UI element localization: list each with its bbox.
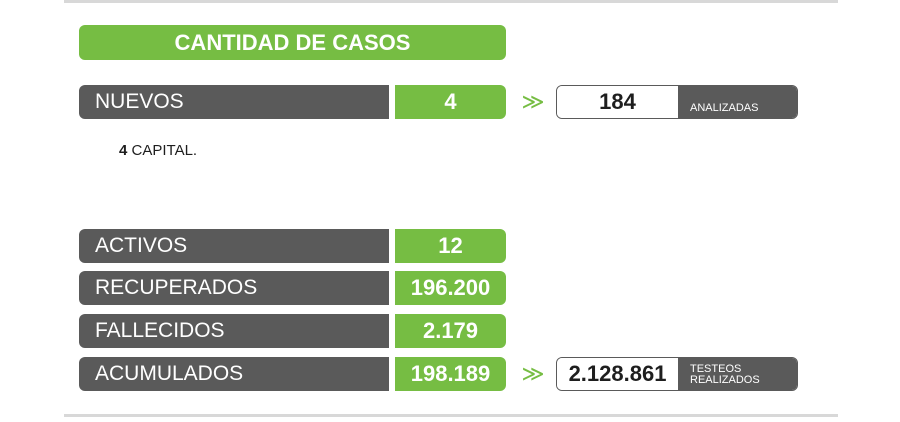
label-acumulados: ACUMULADOS bbox=[79, 357, 389, 391]
testeos-label-line2: REALIZADOS bbox=[690, 374, 760, 386]
analizadas-value: 184 bbox=[557, 86, 678, 118]
capital-count: 4 bbox=[119, 142, 128, 159]
bottom-divider bbox=[64, 414, 838, 417]
double-chevron-right-icon: ≫ bbox=[521, 89, 545, 114]
testeos-label: TESTEOS REALIZADOS bbox=[678, 358, 797, 390]
label-recuperados: RECUPERADOS bbox=[79, 271, 389, 305]
label-nuevos: NUEVOS bbox=[79, 85, 389, 119]
testeos-label-line1: TESTEOS bbox=[690, 363, 742, 375]
top-divider bbox=[64, 0, 838, 3]
label-fallecidos: FALLECIDOS bbox=[79, 314, 389, 348]
value-fallecidos: 2.179 bbox=[395, 314, 506, 348]
testeos-box: 2.128.861 TESTEOS REALIZADOS bbox=[556, 357, 798, 391]
value-recuperados: 196.200 bbox=[395, 271, 506, 305]
capital-note: 4 CAPITAL. bbox=[119, 142, 197, 159]
section-title: CANTIDAD DE CASOS bbox=[79, 25, 506, 60]
value-nuevos: 4 bbox=[395, 85, 506, 119]
label-activos: ACTIVOS bbox=[79, 229, 389, 263]
analizadas-label: ANALIZADAS bbox=[678, 86, 797, 118]
testeos-value: 2.128.861 bbox=[557, 358, 678, 390]
capital-text: CAPITAL. bbox=[131, 142, 198, 159]
value-acumulados: 198.189 bbox=[395, 357, 506, 391]
analizadas-label-text: ANALIZADAS bbox=[690, 102, 759, 114]
double-chevron-right-icon: ≫ bbox=[521, 361, 545, 386]
analizadas-box: 184 ANALIZADAS bbox=[556, 85, 798, 119]
value-activos: 12 bbox=[395, 229, 506, 263]
